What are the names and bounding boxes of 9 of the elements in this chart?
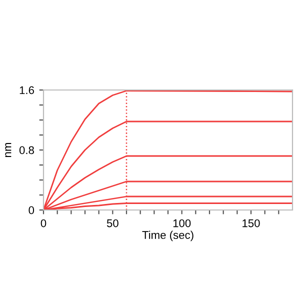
x-axis-title: Time (sec) [142,230,194,242]
x-tick-label: 50 [106,219,118,228]
y-tick-label: 0.8 [19,146,34,154]
x-tick-label: 0 [40,219,46,228]
x-tick-label: 150 [242,219,260,228]
x-tick-label: 100 [173,219,191,228]
y-tick-label: 1.6 [20,86,34,94]
y-tick-label: 0 [28,206,34,214]
y-axis-title: nm [5,143,12,157]
